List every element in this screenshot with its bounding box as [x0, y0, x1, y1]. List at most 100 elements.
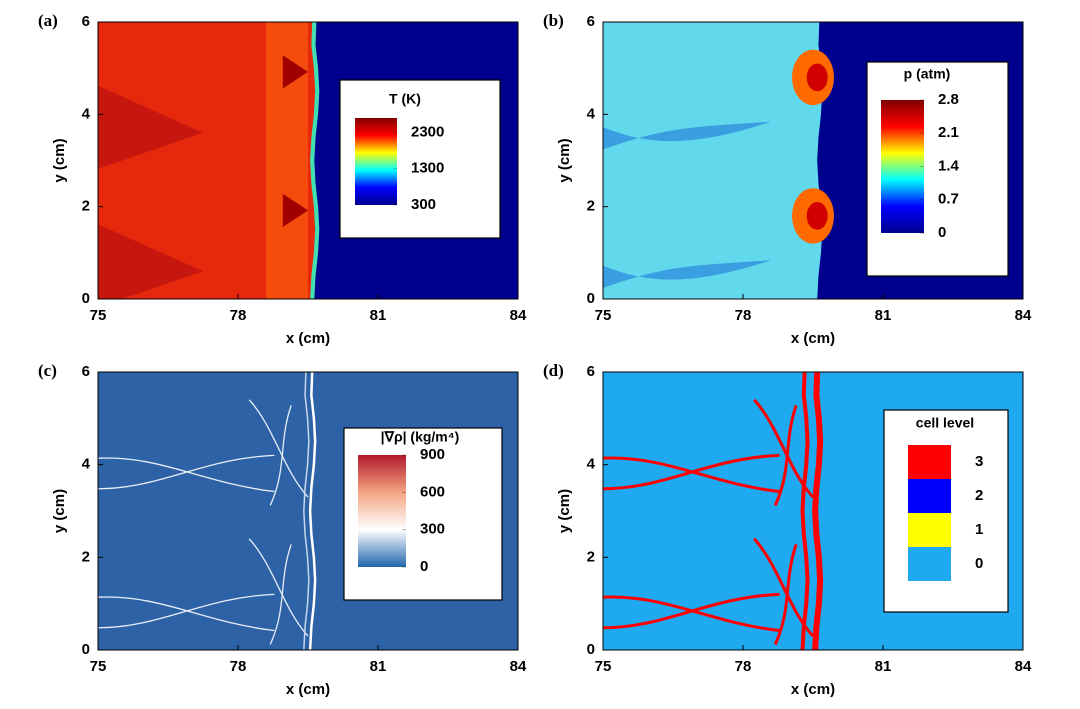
colorbar-tick-label: 0: [420, 558, 428, 575]
y-tick-label: 2: [82, 198, 90, 215]
colorbar: [881, 100, 924, 233]
colorbar-tick-label: 0.7: [938, 191, 959, 208]
colorbar-tick-label: 300: [411, 196, 436, 213]
low-pressure: [603, 260, 771, 288]
gradient-line: [98, 454, 275, 490]
legend-swatch: [908, 513, 951, 547]
colorbar-tick-label: 1300: [411, 160, 444, 177]
colorbar-tick-label: 0: [938, 224, 946, 241]
y-tick-label: 0: [82, 290, 90, 307]
triple-point: [282, 193, 308, 227]
high-pressure-core: [806, 63, 828, 92]
y-tick-label: 4: [82, 105, 91, 122]
legend-label: 1: [975, 521, 983, 538]
y-tick-label: 2: [82, 548, 90, 565]
y-tick-label: 4: [587, 105, 596, 122]
x-tick-label: 78: [735, 658, 752, 675]
gradient-line: [269, 405, 292, 506]
plot-frame: [602, 21, 1024, 300]
x-tick-label: 84: [510, 658, 527, 675]
colorbar-title: p (atm): [904, 66, 951, 82]
x-tick-label: 75: [90, 307, 107, 324]
refined-cells: [603, 456, 780, 494]
refined-cells: [773, 543, 798, 646]
refined-cells: [603, 453, 780, 491]
colorbar-tick-label: 300: [420, 521, 445, 538]
panel-label: (d): [543, 361, 564, 380]
burnt-region: [98, 22, 316, 299]
y-axis-label: y (cm): [556, 489, 573, 533]
y-tick-label: 0: [82, 641, 90, 658]
low-pressure: [603, 121, 771, 150]
x-tick-label: 81: [370, 658, 387, 675]
gradient-line: [248, 399, 309, 498]
legend-title: cell level: [916, 415, 974, 431]
refined-front: [800, 372, 810, 650]
legend-label: 0: [975, 555, 983, 572]
y-tick-label: 4: [587, 456, 596, 473]
colorbar-tick-label: 2.1: [938, 124, 959, 141]
refined-front: [812, 372, 824, 650]
high-pressure-core: [806, 202, 828, 230]
y-axis-label: y (cm): [556, 138, 573, 182]
x-tick-label: 81: [875, 658, 892, 675]
gradient-line: [98, 457, 275, 493]
colorbar: [358, 455, 406, 567]
x-tick-label: 78: [230, 307, 247, 324]
colorbar-tick-label: 600: [420, 483, 445, 500]
x-tick-label: 81: [875, 307, 892, 324]
y-tick-label: 6: [82, 363, 90, 380]
gradient-line: [248, 538, 309, 637]
legend-label: 3: [975, 453, 983, 470]
x-axis-label: x (cm): [791, 330, 835, 347]
gradient-line: [98, 593, 275, 629]
refined-cells: [603, 592, 780, 630]
legend-swatch: [908, 445, 951, 479]
x-tick-label: 84: [510, 307, 527, 324]
panel-label: (c): [38, 361, 57, 380]
y-tick-label: 0: [587, 290, 595, 307]
legend-label: 2: [975, 487, 983, 504]
y-tick-label: 4: [82, 456, 91, 473]
legend-swatch: [908, 479, 951, 513]
y-tick-label: 0: [587, 641, 595, 658]
gradient-line: [269, 544, 292, 645]
colorbar: [355, 118, 397, 205]
y-tick-label: 2: [587, 548, 595, 565]
refined-cells: [773, 404, 798, 507]
colorbar-tick-label: 1.4: [938, 157, 960, 174]
x-tick-label: 75: [595, 307, 612, 324]
colorbar-tick-label: 2.8: [938, 91, 959, 108]
x-tick-label: 75: [595, 658, 612, 675]
triple-point: [282, 55, 308, 89]
x-tick-label: 75: [90, 658, 107, 675]
x-axis-label: x (cm): [286, 681, 330, 698]
hot-streak: [98, 85, 203, 169]
panel-label: (a): [38, 11, 58, 30]
x-tick-label: 84: [1015, 307, 1032, 324]
x-tick-label: 84: [1015, 658, 1032, 675]
burnt-region: [603, 22, 823, 299]
colorbar-tick-label: 2300: [411, 123, 444, 140]
hot-streak: [98, 224, 203, 299]
colorbar-tick-label: 900: [420, 446, 445, 463]
x-tick-label: 78: [735, 307, 752, 324]
colorbar-title: T (K): [389, 91, 421, 107]
shock-front: [308, 372, 317, 650]
panel-label: (b): [543, 11, 564, 30]
y-axis-label: y (cm): [51, 138, 68, 182]
legend-swatch: [908, 547, 951, 581]
y-tick-label: 2: [587, 198, 595, 215]
x-axis-label: x (cm): [286, 330, 330, 347]
refined-cells: [603, 595, 780, 633]
x-tick-label: 78: [230, 658, 247, 675]
plot-frame: [602, 371, 1024, 651]
colorbar-title: |∇ρ| (kg/m⁴): [381, 429, 460, 445]
gradient-line: [98, 596, 275, 632]
shock-front: [303, 372, 310, 650]
y-tick-label: 6: [82, 13, 90, 30]
y-axis-label: y (cm): [51, 489, 68, 533]
x-tick-label: 81: [370, 307, 387, 324]
y-tick-label: 6: [587, 13, 595, 30]
